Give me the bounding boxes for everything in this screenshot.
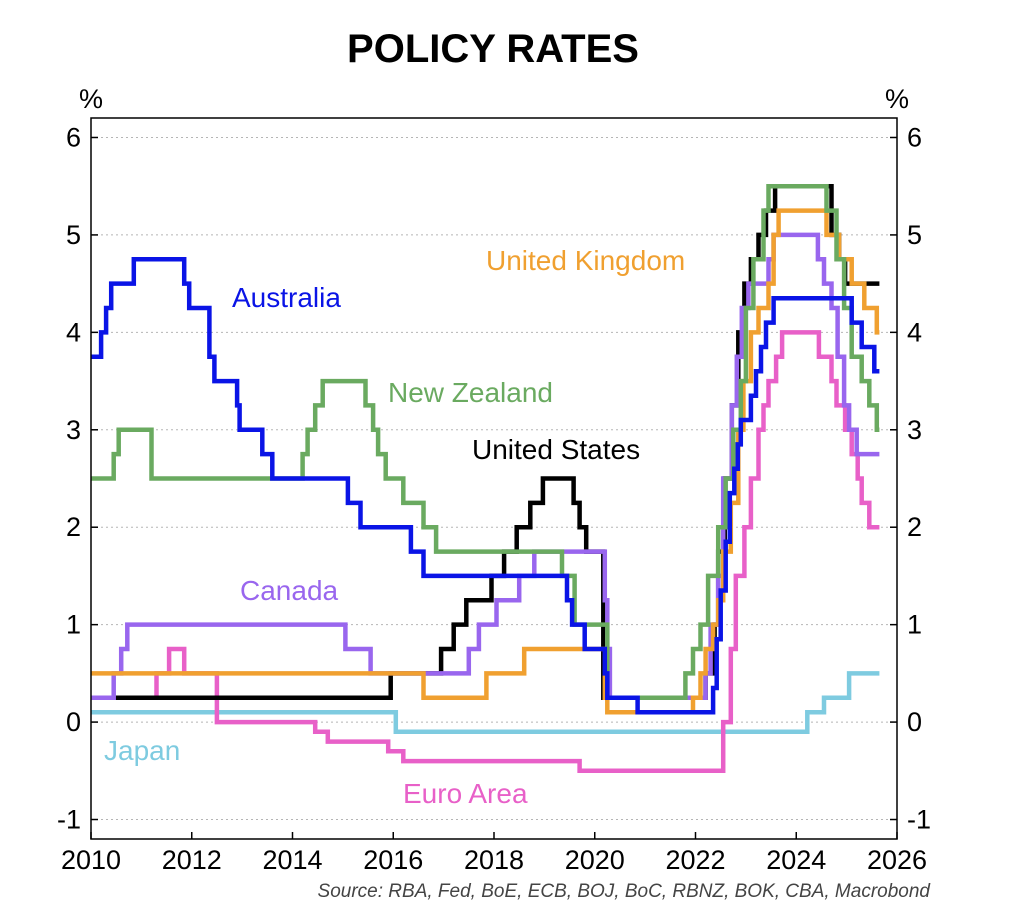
x-tick-label: 2026	[867, 845, 927, 875]
x-tick-label: 2016	[363, 845, 423, 875]
series-label-canada: Canada	[240, 575, 339, 606]
x-tick-label: 2018	[464, 845, 524, 875]
y-tick-label-left: 5	[66, 220, 81, 250]
x-tick-label: 2014	[262, 845, 322, 875]
y-tick-label-left: 4	[66, 317, 81, 347]
y-tick-label-right: 5	[907, 220, 922, 250]
series-line-australia	[91, 257, 880, 715]
plot-frame	[90, 117, 898, 840]
series-label-united-kingdom: United Kingdom	[486, 245, 685, 276]
series-line-japan	[91, 671, 880, 735]
series-label-new-zealand: New Zealand	[388, 377, 553, 408]
series-lines	[91, 183, 880, 774]
y-unit-left: %	[79, 84, 103, 114]
y-tick-label-right: 3	[907, 415, 922, 445]
x-tick-label: 2022	[665, 845, 725, 875]
y-tick-label-right: 2	[907, 512, 922, 542]
y-tick-label-right: 6	[907, 122, 922, 152]
y-tick-label-right: 1	[907, 610, 922, 640]
series-label-euro-area: Euro Area	[403, 778, 528, 809]
y-tick-label-left: 0	[66, 707, 81, 737]
y-tick-label-right: -1	[907, 805, 931, 835]
y-tick-label-left: 6	[66, 122, 81, 152]
series-line-canada	[91, 232, 880, 700]
y-unit-right: %	[885, 84, 909, 114]
axis-ticks: -1 -1 0 0 1 1 2 2 3 3 4 4 5 5 6 6 2010 2012 2014 2016 2018 20…	[57, 122, 931, 875]
y-tick-label-right: 0	[907, 707, 922, 737]
series-label-united-states: United States	[472, 434, 640, 465]
series-label-japan: Japan	[104, 735, 180, 766]
x-tick-label: 2020	[565, 845, 625, 875]
x-tick-label: 2024	[766, 845, 826, 875]
y-tick-label-left: 1	[66, 610, 81, 640]
y-tick-label-left: 2	[66, 512, 81, 542]
chart-title: POLICY RATES	[347, 27, 639, 71]
x-tick-label: 2010	[61, 845, 121, 875]
y-tick-label-right: 4	[907, 317, 922, 347]
y-tick-label-left: 3	[66, 415, 81, 445]
series-line-new-zealand	[91, 183, 880, 700]
y-tick-label-left: -1	[57, 805, 81, 835]
series-line-euro-area	[91, 330, 880, 774]
source-note: Source: RBA, Fed, BoE, ECB, BOJ, BoC, RB…	[318, 881, 932, 902]
series-label-australia: Australia	[232, 282, 341, 313]
x-tick-label: 2012	[162, 845, 222, 875]
series-labels: Australia New Zealand United States United …	[104, 245, 685, 809]
